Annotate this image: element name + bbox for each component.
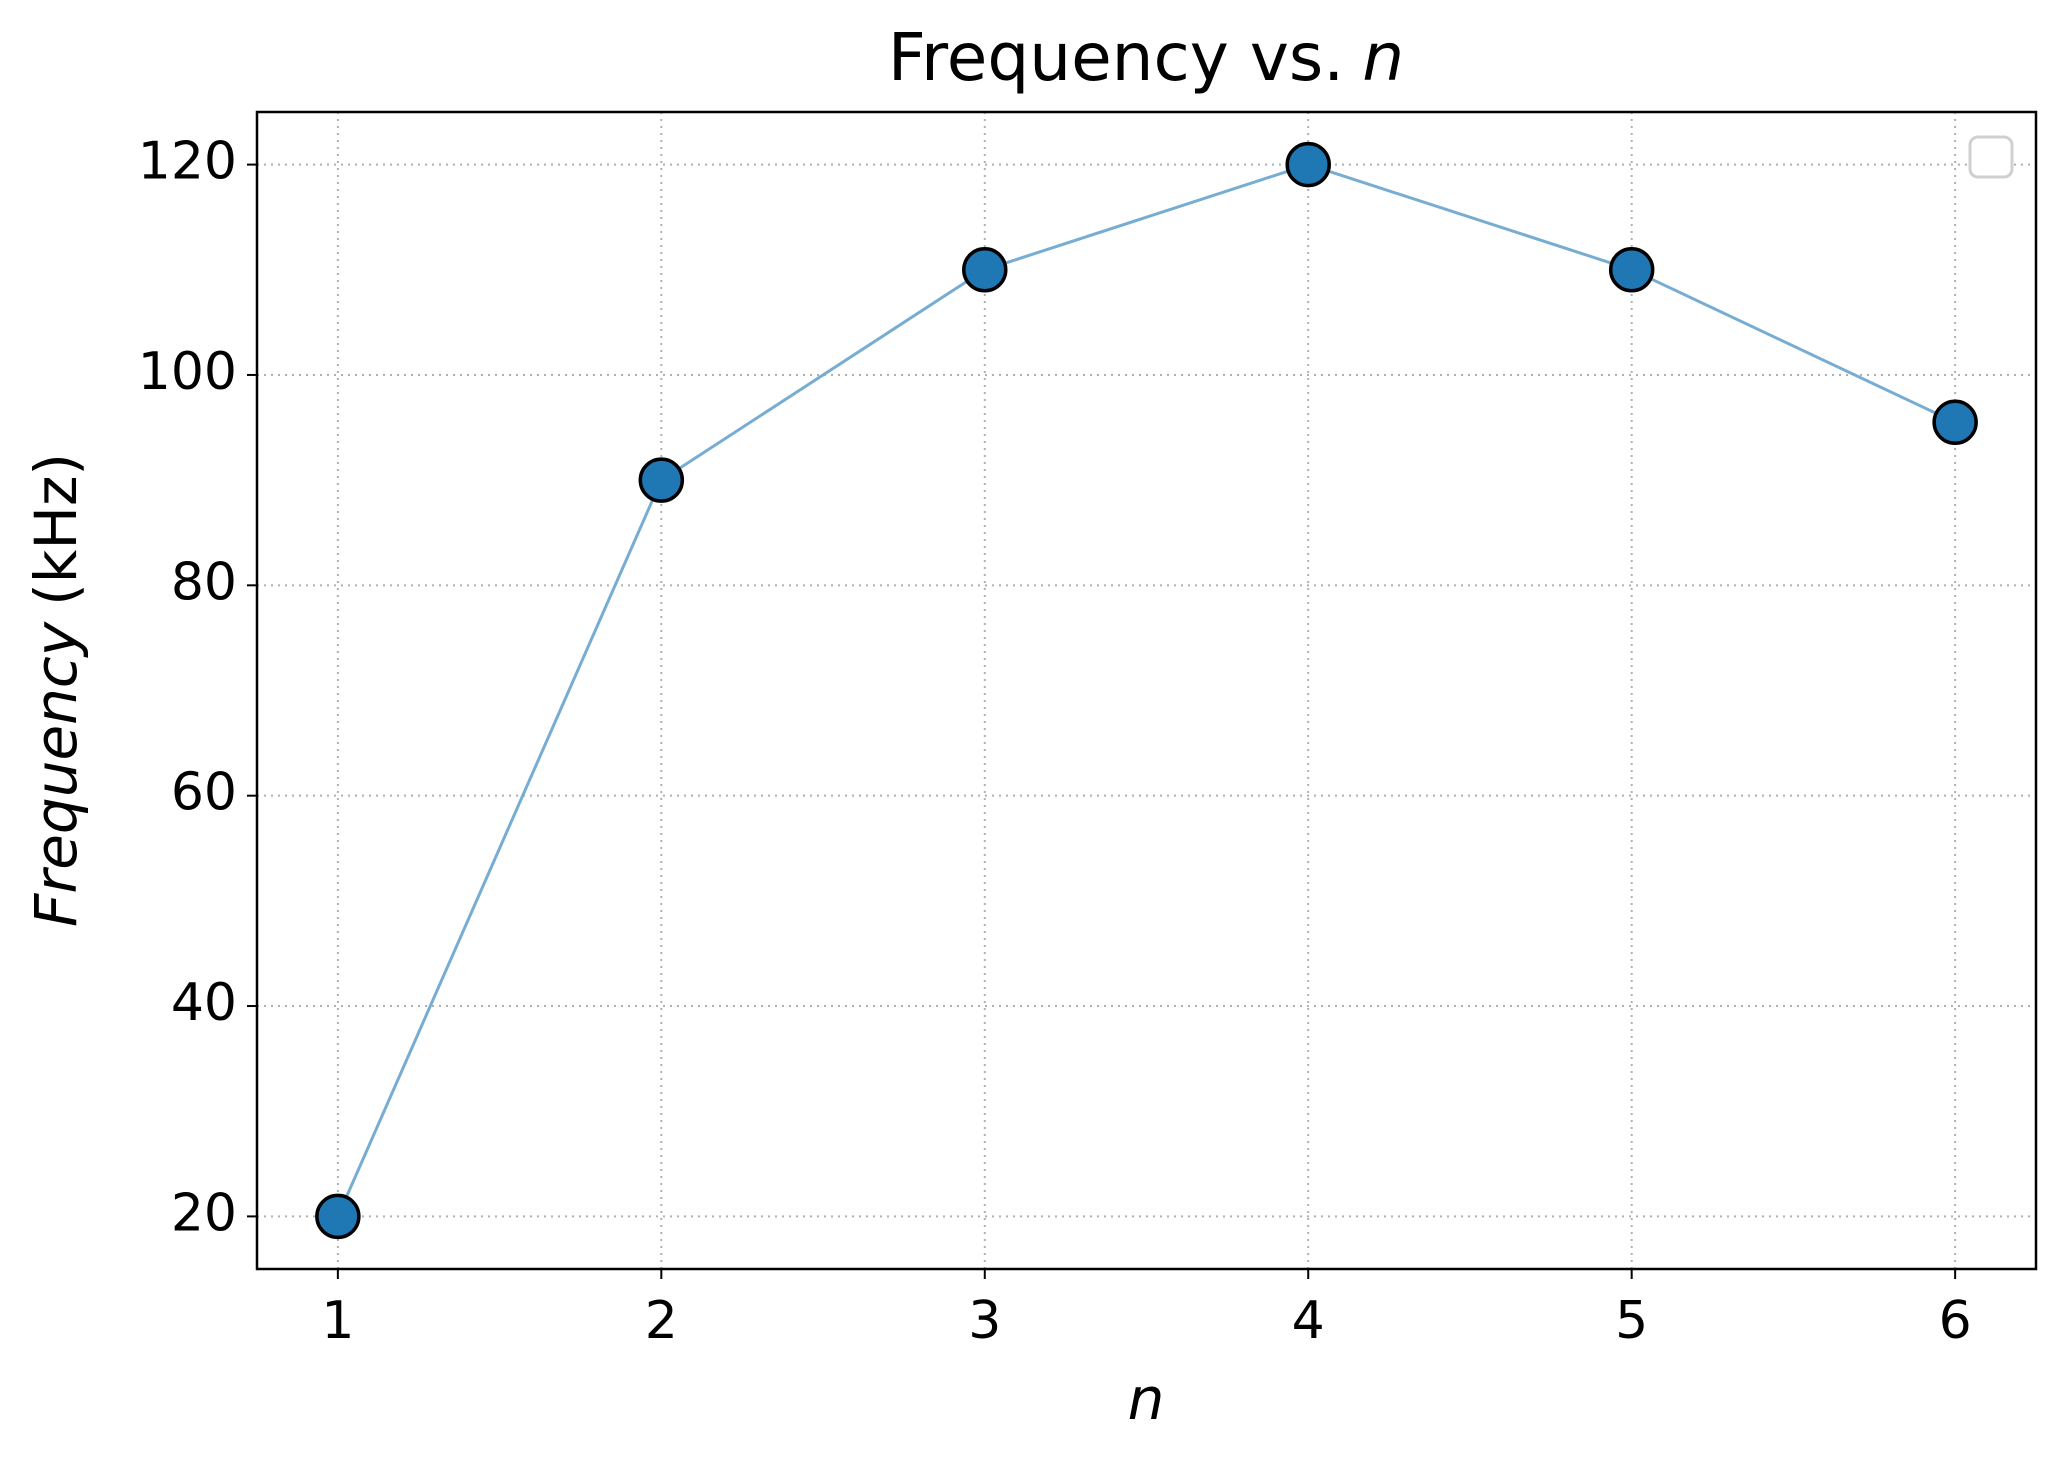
y-label-text: Frequency [22,621,90,927]
data-point [962,247,1008,293]
plot-area: 20 40 60 80 100 120 1 2 3 4 5 6 [138,110,2038,1351]
y-tick-label: 20 [171,1183,237,1243]
y-label-unit: (kHz) [22,453,90,606]
y-tick-label: 120 [138,132,237,192]
y-axis-label: Frequency (kHz) [22,453,90,927]
y-tick-label: 100 [138,342,237,402]
data-point [1285,141,1331,188]
data-point [638,457,685,503]
axes-frame [255,110,2038,1271]
x-tick-label: 5 [1615,1291,1648,1351]
chart-title: Frequency vs. n [888,19,1404,96]
title-text: Frequency vs. [888,19,1344,96]
data-point [1608,247,1655,293]
x-tick-label: 3 [968,1291,1001,1351]
x-tick-label: 1 [321,1291,354,1351]
x-axis-label: n [1128,1365,1165,1433]
series-line [336,163,1956,1218]
data-point [315,1193,361,1240]
x-tick-label: 4 [1292,1291,1325,1351]
x-tick-label: 2 [645,1291,678,1351]
x-tick-label: 6 [1939,1291,1972,1351]
y-tick-label: 60 [171,763,237,823]
title-math: n [1362,19,1404,96]
y-tick-label: 80 [171,552,237,612]
legend-box [1968,135,2014,179]
y-tick-label: 40 [171,973,237,1033]
data-point [1932,399,1978,446]
